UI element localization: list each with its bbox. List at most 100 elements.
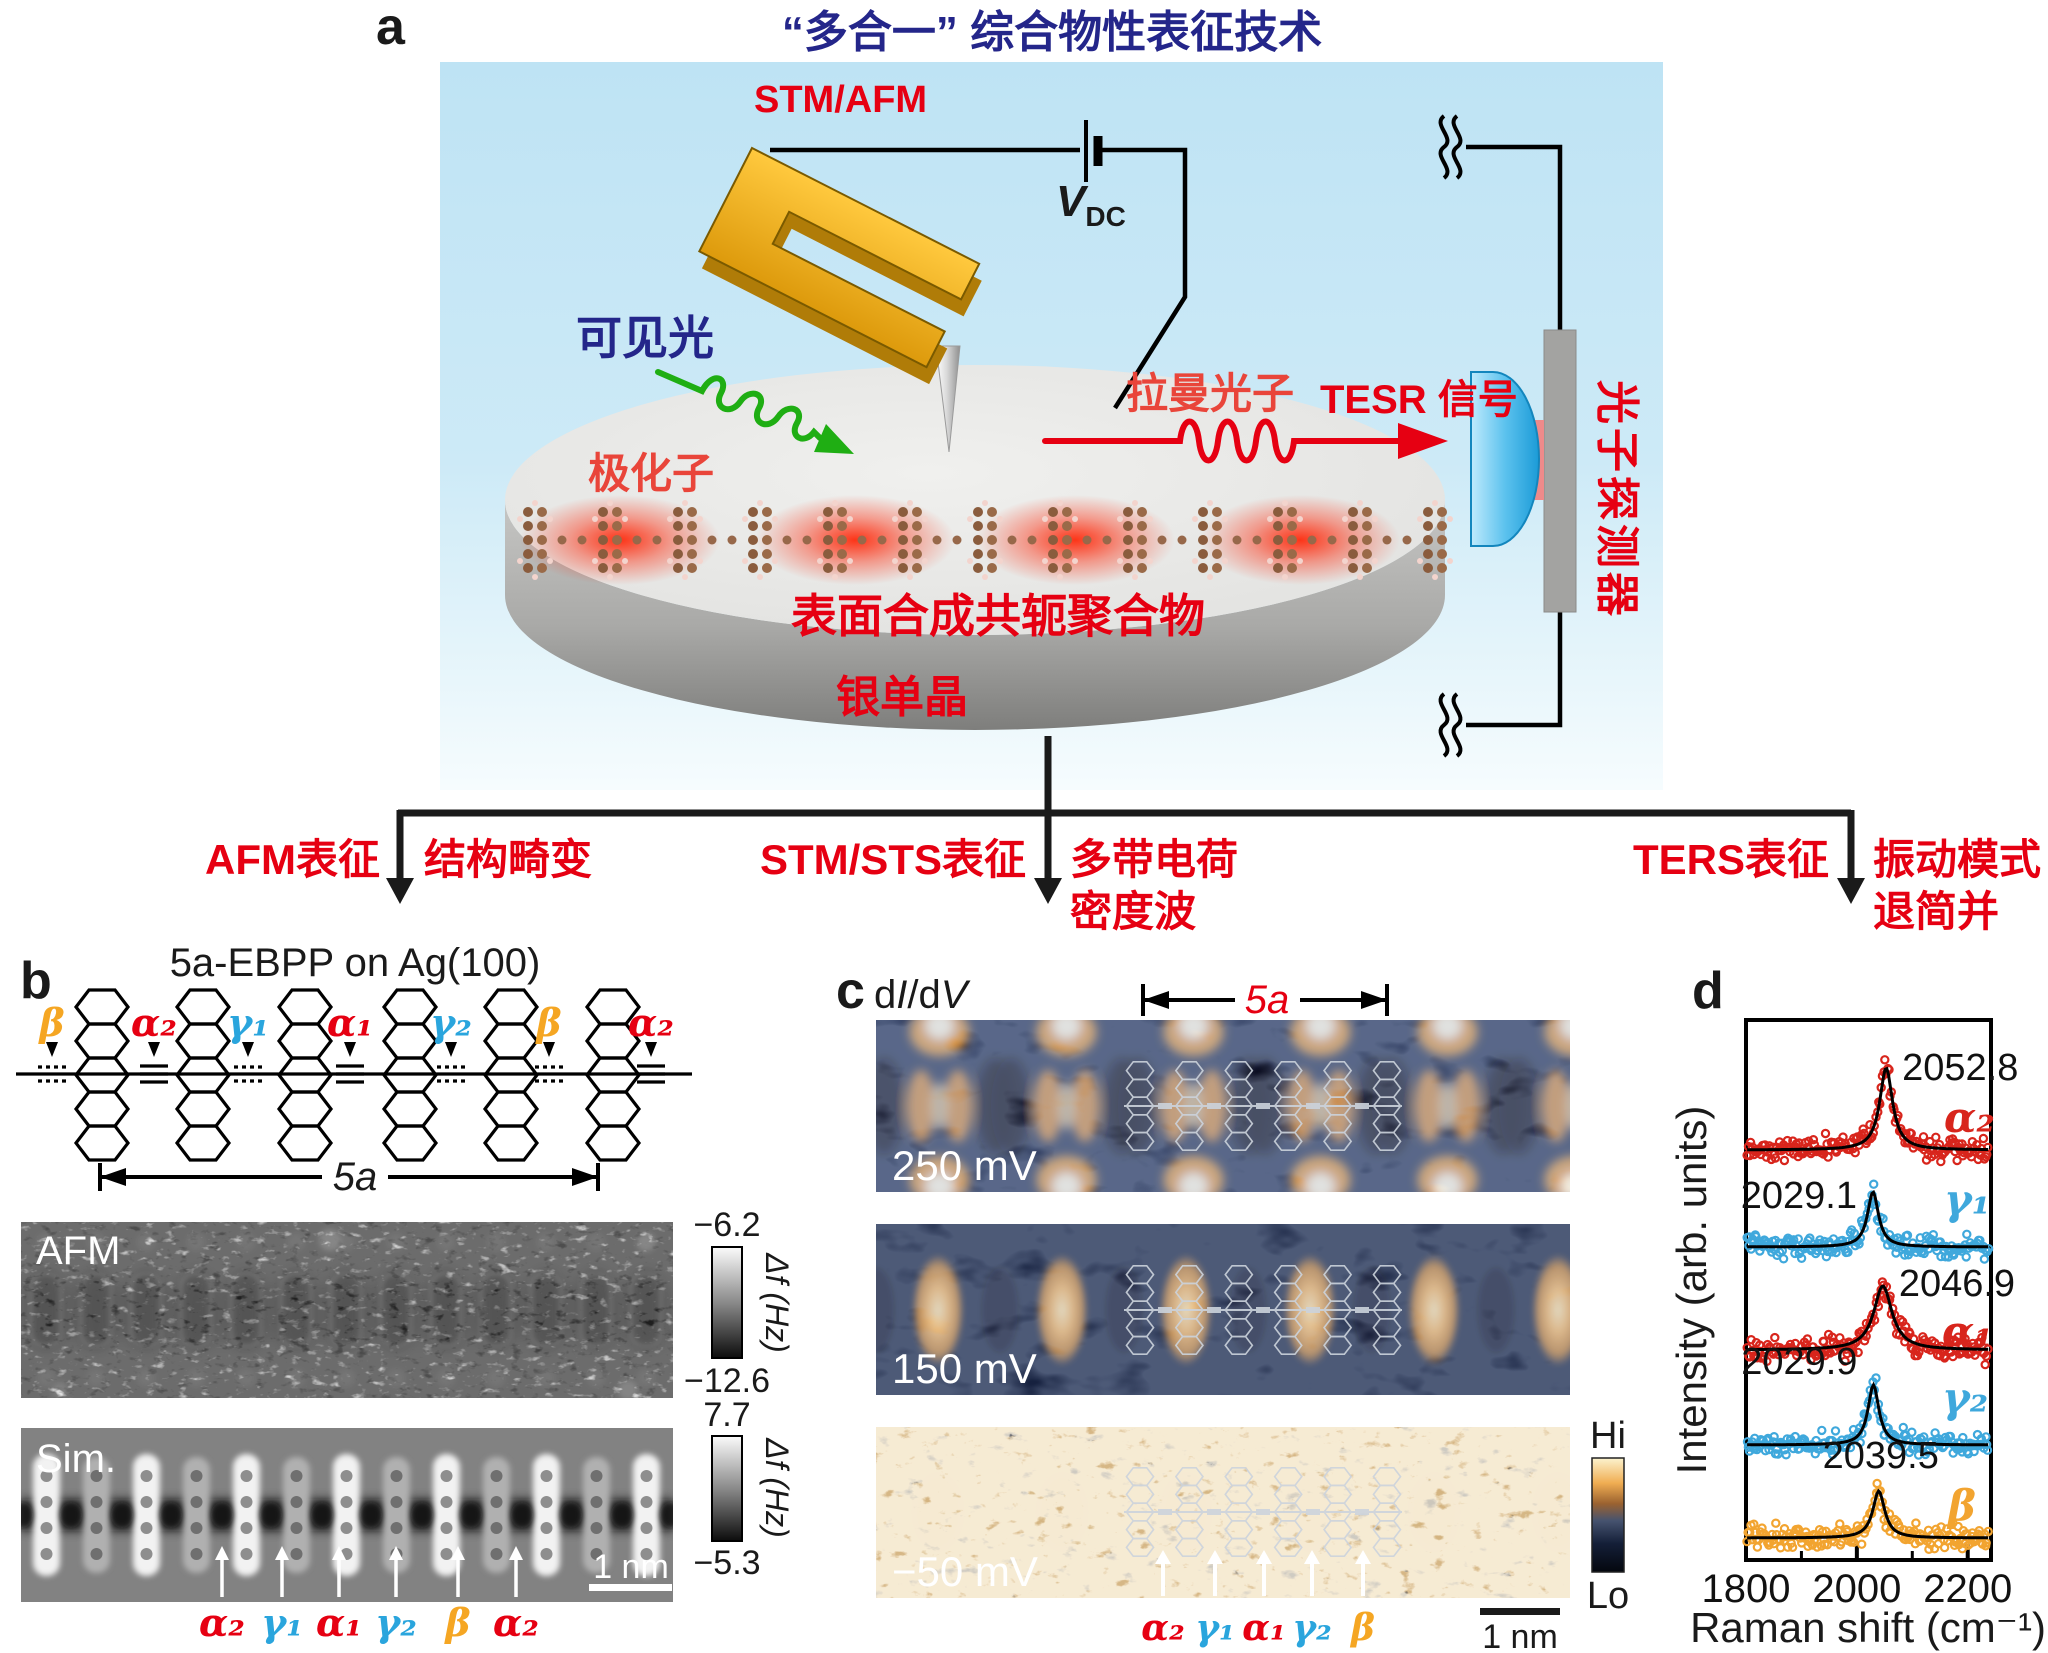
svg-text:α₂: α₂ xyxy=(628,1000,674,1045)
span-label-c: 5a xyxy=(1245,978,1290,1022)
svg-text:α₁: α₁ xyxy=(316,1600,362,1645)
svg-text:β: β xyxy=(534,1000,561,1045)
tuning-fork xyxy=(697,146,982,385)
x-tick-label: 1800 xyxy=(1702,1567,1791,1611)
photon-detector-assembly xyxy=(1438,114,1577,758)
visible-light-label: 可见光 xyxy=(576,312,714,364)
svg-text:−6.2: −6.2 xyxy=(693,1206,760,1244)
svg-text:α₂: α₂ xyxy=(199,1600,245,1645)
scatter-point xyxy=(1975,1337,1986,1348)
scatter-point xyxy=(1914,1347,1924,1357)
svg-text:γ₁: γ₁ xyxy=(227,1000,269,1045)
probe-label: STM/AFM xyxy=(754,79,927,121)
scatter-point xyxy=(1801,1527,1811,1537)
scatter-point xyxy=(1911,1518,1921,1528)
scatter-point xyxy=(1980,1359,1990,1370)
scatter-point xyxy=(1749,1519,1759,1529)
scatter-point xyxy=(1773,1449,1783,1459)
scatter-point xyxy=(1924,1544,1934,1555)
site-markers-c: α₂ γ₁ α₁ γ₂ β xyxy=(1141,1607,1375,1649)
scatter-point xyxy=(1898,1422,1909,1433)
scatter-point xyxy=(1945,1431,1956,1442)
svg-text:β: β xyxy=(443,1600,470,1645)
branch-stm-result-2: 密度波 xyxy=(1070,888,1196,935)
branch-stm-result-1: 多带电荷 xyxy=(1070,836,1238,883)
scatter-point xyxy=(1761,1152,1772,1162)
svg-text:250 mV: 250 mV xyxy=(892,1142,1037,1189)
scatter-point xyxy=(1907,1427,1917,1437)
afm-image-label: AFM xyxy=(36,1229,120,1273)
scatter-point xyxy=(1745,1137,1756,1148)
svg-text:α₁: α₁ xyxy=(1242,1607,1285,1649)
branch-ters-method: TERS表征 xyxy=(1633,836,1829,883)
scatter-point xyxy=(1859,1336,1870,1346)
scatter-point xyxy=(1856,1539,1867,1549)
scatter-point xyxy=(1928,1229,1939,1240)
scatter-point xyxy=(1872,1478,1882,1489)
branch-afm-result: 结构畸变 xyxy=(424,836,592,883)
peak-value-label: 2046.9 xyxy=(1899,1263,2015,1305)
svg-text:α₂: α₂ xyxy=(131,1000,177,1045)
scatter-point xyxy=(1807,1540,1818,1550)
sim-colorbar: 7.7 −5.3 Δf (Hz) xyxy=(693,1396,795,1582)
scatter-point xyxy=(1802,1334,1813,1344)
afm-image: AFM xyxy=(21,1222,673,1398)
branch-ters-result-1: 振动模式 xyxy=(1873,836,2041,883)
tesr-signal-label: TESR 信号 xyxy=(1320,378,1518,422)
scatter-point xyxy=(1931,1132,1941,1143)
scatter-point xyxy=(1939,1353,1950,1363)
fit-curve xyxy=(1747,1189,1989,1249)
scatter-point xyxy=(1781,1450,1791,1460)
svg-text:7.7: 7.7 xyxy=(703,1396,750,1434)
map-site-arrows xyxy=(1155,1550,1371,1596)
site-markers-bottom-b: α₂ γ₁ α₁ γ₂ β α₂ xyxy=(199,1600,539,1645)
svg-text:Δf (Hz): Δf (Hz) xyxy=(759,1252,795,1353)
svg-text:Hi: Hi xyxy=(1590,1415,1626,1457)
branch-ters-result-2: 退简并 xyxy=(1873,888,1999,935)
span-arrow-b xyxy=(98,1163,600,1191)
scatter-point xyxy=(1843,1247,1853,1257)
scatter-point xyxy=(1977,1332,1987,1343)
sim-image-label: Sim. xyxy=(36,1437,116,1481)
scatter-point xyxy=(1778,1254,1789,1264)
scatter-point xyxy=(1902,1230,1913,1241)
span-label-b: 5a xyxy=(333,1155,378,1199)
span-arrow-c xyxy=(1141,984,1389,1016)
svg-text:γ₂: γ₂ xyxy=(430,1000,472,1045)
scatter-point xyxy=(1944,1334,1955,1345)
panel-b-title: 5a-EBPP on Ag(100) xyxy=(170,941,541,985)
svg-text:150 mV: 150 mV xyxy=(892,1345,1037,1392)
scatter-point xyxy=(1983,1243,1994,1254)
fit-curve xyxy=(1747,1284,1989,1352)
svg-text:β: β xyxy=(1349,1607,1375,1649)
visible-light-arrow xyxy=(655,369,854,454)
svg-text:γ₂: γ₂ xyxy=(1292,1607,1332,1649)
molecule-structure xyxy=(16,990,692,1160)
scatter-point xyxy=(1769,1431,1779,1442)
scatter-point xyxy=(1821,1251,1832,1262)
series-label: β xyxy=(1946,1481,1976,1530)
branch-stm-method: STM/STS表征 xyxy=(760,836,1026,883)
scatter-point xyxy=(1820,1128,1831,1139)
scatter-point xyxy=(1855,1437,1865,1448)
svg-text:−5.3: −5.3 xyxy=(693,1544,760,1582)
scatter-point xyxy=(1978,1133,1989,1144)
scatter-point xyxy=(1752,1542,1763,1552)
scatter-point xyxy=(1808,1134,1819,1145)
scatter-point xyxy=(1742,1536,1752,1547)
afm-colorbar: −6.2 −12.6 Δf (Hz) xyxy=(684,1206,795,1400)
scatter-point xyxy=(1780,1445,1790,1455)
c-scalebar-label: 1 nm xyxy=(1482,1618,1558,1653)
scatter-point xyxy=(1981,1432,1991,1442)
didv-map-150mv: 150 mV xyxy=(876,1224,1570,1395)
svg-text:Lo: Lo xyxy=(1587,1575,1629,1617)
stm-tip xyxy=(935,345,961,453)
scatter-point xyxy=(1849,1228,1860,1238)
silver-crystal-disk xyxy=(505,365,1445,730)
hi-lo-colorbar: Hi Lo xyxy=(1587,1415,1629,1617)
scatter-point xyxy=(1880,1055,1890,1065)
peak-value-label: 2039.5 xyxy=(1823,1435,1939,1477)
figure-title: “多合一” 综合物性表征技术 xyxy=(782,8,1322,57)
scatter-point xyxy=(1940,1252,1951,1262)
